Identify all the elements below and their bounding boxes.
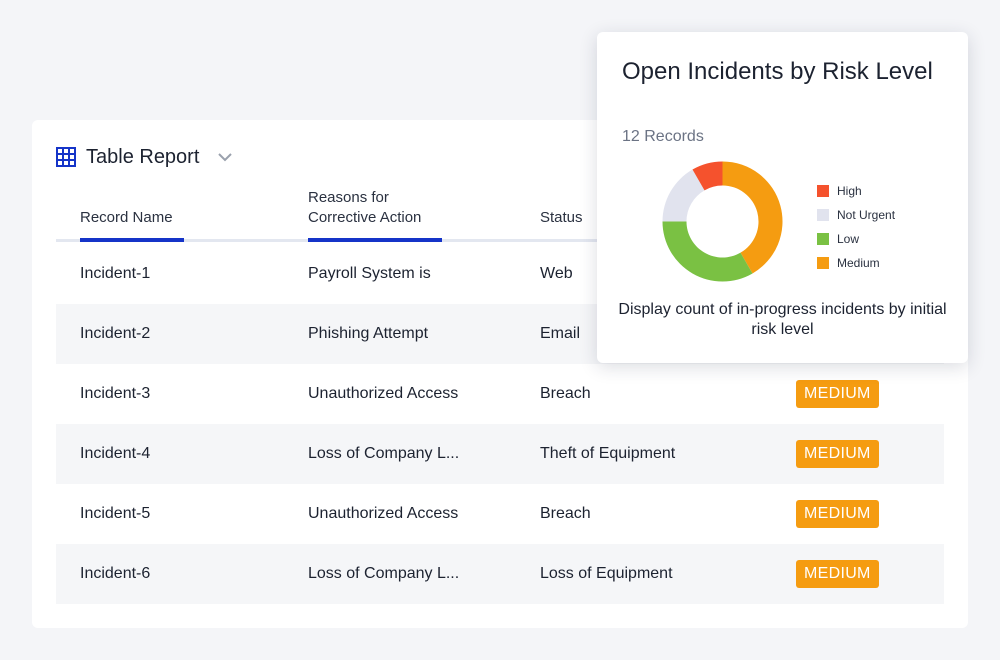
legend-swatch: [817, 185, 829, 197]
risk-badge: MEDIUM: [796, 500, 879, 528]
record-name-cell[interactable]: Incident-1: [80, 265, 151, 282]
record-name-cell[interactable]: Incident-3: [80, 385, 151, 402]
status-cell: Loss of Equipment: [540, 565, 673, 582]
risk-level-popover: Open Incidents by Risk Level 12 Records …: [597, 32, 968, 363]
status-cell: Theft of Equipment: [540, 445, 676, 462]
legend-item[interactable]: High: [817, 179, 895, 203]
reason-cell: Payroll System is: [308, 265, 431, 282]
table-row[interactable]: Incident-5 Unauthorized Access Breach MEDIU…: [56, 484, 944, 544]
reason-cell: Loss of Company L...: [308, 565, 460, 582]
legend-label: Not Urgent: [837, 208, 896, 222]
legend-item[interactable]: Medium: [817, 251, 895, 275]
legend-swatch: [817, 257, 829, 269]
donut-slice-high[interactable]: [692, 161, 723, 191]
record-name-cell[interactable]: Incident-6: [80, 565, 151, 582]
popover-title: Open Incidents by Risk Level: [622, 58, 933, 85]
status-cell: Email: [540, 325, 581, 342]
column-underline: [308, 238, 442, 242]
donut-slice-medium[interactable]: [722, 161, 783, 274]
chart-legend: High Not Urgent Low Medium: [817, 179, 895, 275]
reason-cell: Unauthorized Access: [308, 505, 459, 522]
record-count: 12 Records: [622, 128, 704, 145]
column-header-reasons[interactable]: Reasons for Corrective Action: [308, 189, 422, 226]
report-header: Table Report: [56, 143, 233, 171]
chevron-down-icon[interactable]: [217, 149, 233, 165]
column-header-record-name[interactable]: Record Name: [80, 209, 173, 226]
table-row[interactable]: Incident-6 Loss of Company L... Loss of Eq…: [56, 544, 944, 604]
header-divider: [56, 239, 944, 242]
legend-label: Medium: [837, 256, 880, 270]
status-cell: Breach: [540, 505, 591, 522]
reason-cell: Phishing Attempt: [308, 325, 429, 342]
record-name-cell[interactable]: Incident-5: [80, 505, 151, 522]
popover-description: Display count of in-progress incidents b…: [618, 301, 947, 338]
legend-swatch: [817, 233, 829, 245]
record-name-cell[interactable]: Incident-2: [80, 325, 151, 342]
status-cell: Web: [540, 265, 573, 282]
column-underline: [80, 238, 184, 242]
legend-item[interactable]: Not Urgent: [817, 203, 895, 227]
legend-label: High: [837, 184, 862, 198]
status-cell: Breach: [540, 385, 591, 402]
risk-badge: MEDIUM: [796, 560, 879, 588]
legend-swatch: [817, 209, 829, 221]
legend-label: Low: [837, 232, 860, 246]
report-title: Table Report: [86, 145, 200, 168]
donut-slice-not-urgent[interactable]: [662, 169, 705, 222]
table-row[interactable]: Incident-3 Unauthorized Access Breach MEDIU…: [56, 364, 944, 424]
risk-badge: MEDIUM: [796, 380, 879, 408]
donut-slice-low[interactable]: [662, 221, 753, 282]
table-row[interactable]: Incident-4 Loss of Company L... Theft of E…: [56, 424, 944, 484]
reason-cell: Unauthorized Access: [308, 385, 459, 402]
reason-cell: Loss of Company L...: [308, 445, 460, 462]
risk-badge: MEDIUM: [796, 440, 879, 468]
donut-chart: [662, 161, 783, 282]
legend-item[interactable]: Low: [817, 227, 895, 251]
grid-icon: [56, 147, 76, 167]
record-name-cell[interactable]: Incident-4: [80, 445, 151, 462]
table-row[interactable]: Incident-1 Payroll System is Web: [56, 244, 944, 304]
column-header-status[interactable]: Status: [540, 209, 583, 226]
